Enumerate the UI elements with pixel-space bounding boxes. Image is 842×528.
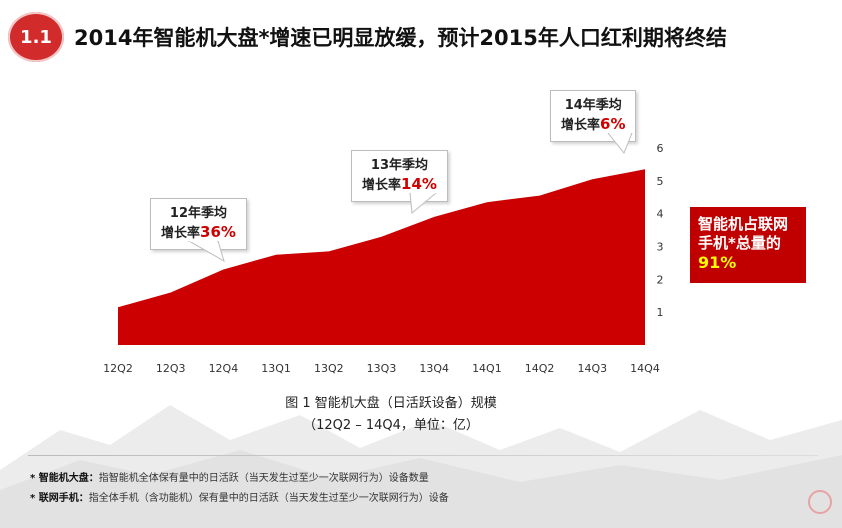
callout-2012-prefix: 增长率 bbox=[161, 226, 201, 241]
x-tick-label: 13Q2 bbox=[314, 362, 344, 375]
section-number: 1.1 bbox=[20, 26, 52, 48]
decorative-seal-icon bbox=[808, 490, 832, 514]
x-tick-label: 13Q3 bbox=[367, 362, 397, 375]
callout-2012-value: 36% bbox=[200, 223, 236, 241]
smartphone-share-box: 智能机占联网 手机*总量的 91% bbox=[690, 207, 806, 283]
footnote-term: * 联网手机： bbox=[30, 493, 89, 504]
callout-2012-tail bbox=[188, 241, 225, 263]
page-title: 2014年智能机大盘*增速已明显放缓，预计2015年人口红利期将终结 bbox=[74, 26, 727, 50]
x-tick-label: 13Q1 bbox=[261, 362, 291, 375]
callout-2014-line1: 14年季均 bbox=[564, 98, 622, 113]
x-tick-label: 14Q3 bbox=[577, 362, 607, 375]
footnote-smartphone-base: * 智能机大盘：指智能机全体保有量中的日活跃（当天发生过至少一次联网行为）设备数… bbox=[30, 469, 429, 484]
x-tick-label: 12Q2 bbox=[103, 362, 133, 375]
footnote-divider bbox=[28, 455, 818, 456]
callout-2014-value: 6% bbox=[600, 115, 626, 133]
section-badge: 1.1 bbox=[8, 12, 64, 62]
callout-2013-value: 14% bbox=[401, 175, 437, 193]
x-tick-label: 12Q4 bbox=[209, 362, 239, 375]
figure-caption-range: （12Q2 – 14Q4，单位：亿） bbox=[303, 418, 479, 433]
footnote-term: * 智能机大盘： bbox=[30, 473, 99, 484]
callout-2012: 12年季均 增长率36% bbox=[150, 198, 247, 250]
area-series bbox=[118, 169, 645, 345]
x-axis-ticks: 12Q2 12Q3 12Q4 13Q1 13Q2 13Q3 13Q4 14Q1 14Q2 14Q3… bbox=[103, 362, 660, 375]
figure-caption: 图 1 智能机大盘（日活跃设备）规模 bbox=[285, 396, 497, 411]
x-tick-label: 13Q4 bbox=[419, 362, 449, 375]
footnote-text: 指全体手机（含功能机）保有量中的日活跃（当天发生过至少一次联网行为）设备 bbox=[88, 493, 449, 504]
footnote-text: 指智能机全体保有量中的日活跃（当天发生过至少一次联网行为）设备数量 bbox=[98, 473, 429, 484]
x-tick-label: 14Q2 bbox=[525, 362, 555, 375]
footnote-connected-phones: * 联网手机：指全体手机（含功能机）保有量中的日活跃（当天发生过至少一次联网行为… bbox=[30, 489, 449, 504]
callout-2013-prefix: 增长率 bbox=[362, 178, 402, 193]
y-tick-label: 1 bbox=[657, 306, 664, 319]
callout-2013-line1: 13年季均 bbox=[370, 158, 428, 173]
x-tick-label: 12Q3 bbox=[156, 362, 186, 375]
share-value: 91% bbox=[698, 253, 737, 272]
y-tick-label: 4 bbox=[657, 208, 664, 221]
y-axis-ticks: 1 2 3 4 5 6 bbox=[657, 142, 664, 319]
y-tick-label: 2 bbox=[657, 273, 664, 286]
callout-2014-tail bbox=[607, 133, 633, 154]
share-line1: 智能机占联网 bbox=[698, 215, 789, 233]
y-tick-label: 3 bbox=[657, 241, 664, 254]
x-tick-label: 14Q1 bbox=[472, 362, 502, 375]
x-tick-label: 14Q4 bbox=[630, 362, 660, 375]
callout-2013-tail bbox=[409, 193, 437, 214]
share-line2: 手机*总量的 bbox=[698, 234, 781, 252]
callout-2012-line1: 12年季均 bbox=[169, 206, 227, 221]
y-tick-label: 6 bbox=[657, 142, 664, 155]
callout-2014-prefix: 增长率 bbox=[561, 118, 601, 133]
y-tick-label: 5 bbox=[657, 175, 664, 188]
